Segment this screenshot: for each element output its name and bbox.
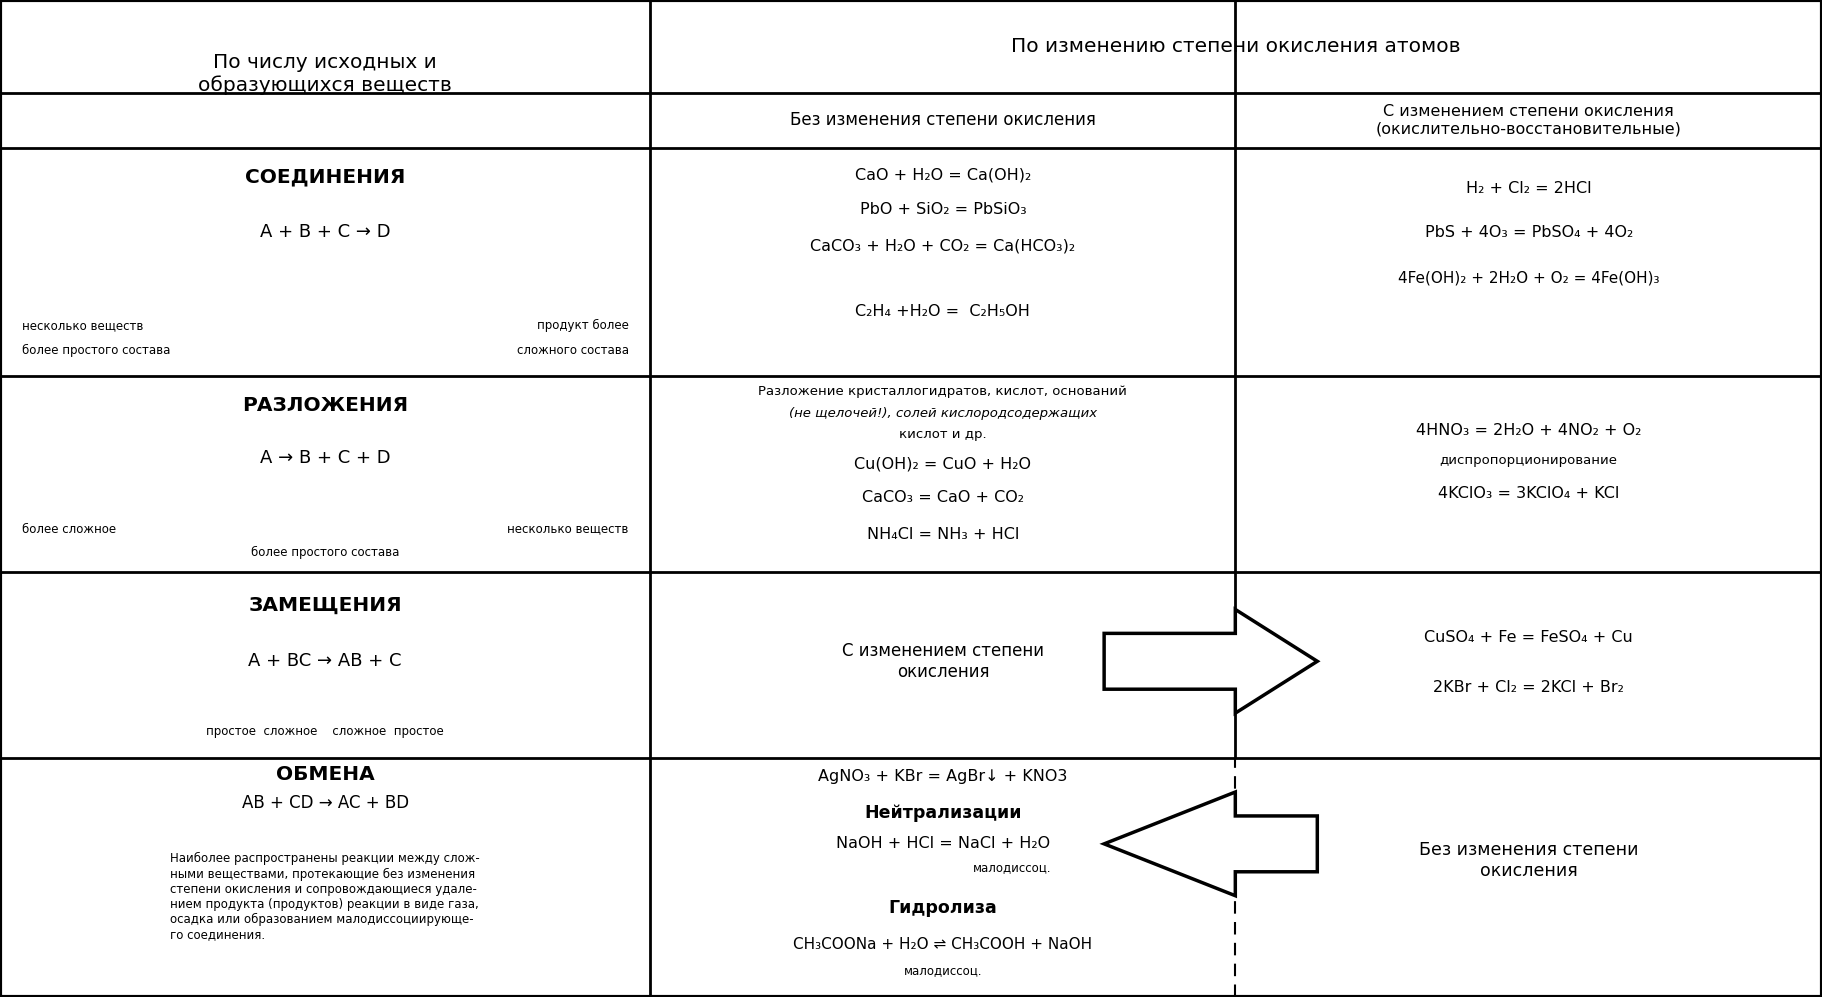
Text: NH₄Cl = NH₃ + HCl: NH₄Cl = NH₃ + HCl	[867, 527, 1018, 542]
Text: По числу исходных и
образующихся веществ: По числу исходных и образующихся веществ	[199, 53, 452, 95]
Text: диспропорционирование: диспропорционирование	[1439, 454, 1618, 467]
Polygon shape	[1104, 609, 1317, 713]
Polygon shape	[1104, 792, 1317, 895]
Text: H₂ + Cl₂ = 2HCl: H₂ + Cl₂ = 2HCl	[1467, 181, 1591, 196]
Text: СОЕДИНЕНИЯ: СОЕДИНЕНИЯ	[244, 167, 406, 186]
Text: CaCO₃ = CaO + CO₂: CaCO₃ = CaO + CO₂	[862, 491, 1024, 505]
Text: A → B + C + D: A → B + C + D	[261, 450, 390, 468]
Text: Нейтрализации: Нейтрализации	[864, 804, 1022, 822]
Text: простое  сложное    сложное  простое: простое сложное сложное простое	[206, 725, 445, 738]
Text: NaOH + HCl = NaCl + H₂O: NaOH + HCl = NaCl + H₂O	[836, 836, 1049, 851]
Text: несколько веществ: несколько веществ	[507, 522, 629, 535]
Text: PbS + 4O₃ = PbSO₄ + 4O₂: PbS + 4O₃ = PbSO₄ + 4O₂	[1425, 224, 1633, 239]
Text: С изменением степени
окисления: С изменением степени окисления	[842, 642, 1044, 681]
Text: Наиболее распространены реакции между слож-
ными веществами, протекающие без изм: Наиболее распространены реакции между сл…	[169, 852, 481, 940]
Text: 2KBr + Cl₂ = 2KCl + Br₂: 2KBr + Cl₂ = 2KCl + Br₂	[1434, 680, 1623, 695]
Text: более сложное: более сложное	[22, 522, 117, 535]
Text: 4HNO₃ = 2H₂O + 4NO₂ + O₂: 4HNO₃ = 2H₂O + 4NO₂ + O₂	[1416, 424, 1642, 439]
Text: Разложение кристаллогидратов, кислот, оснований: Разложение кристаллогидратов, кислот, ос…	[758, 385, 1128, 398]
Text: более простого состава: более простого состава	[251, 546, 399, 559]
Text: сложного состава: сложного состава	[517, 344, 629, 357]
Text: PbO + SiO₂ = PbSiO₃: PbO + SiO₂ = PbSiO₃	[860, 201, 1026, 216]
Text: CaO + H₂O = Ca(OH)₂: CaO + H₂O = Ca(OH)₂	[855, 167, 1031, 182]
Text: C₂H₄ +H₂O =  C₂H₅OH: C₂H₄ +H₂O = C₂H₅OH	[856, 304, 1029, 319]
Text: AB + CD → AC + BD: AB + CD → AC + BD	[242, 795, 408, 813]
Text: несколько веществ: несколько веществ	[22, 319, 144, 332]
Text: малодиссоц.: малодиссоц.	[973, 861, 1051, 874]
Text: Без изменения степени
окисления: Без изменения степени окисления	[1419, 841, 1638, 880]
Text: Без изменения степени окисления: Без изменения степени окисления	[791, 111, 1095, 130]
Text: A + BC → AB + C: A + BC → AB + C	[248, 652, 403, 670]
Text: РАЗЛОЖЕНИЯ: РАЗЛОЖЕНИЯ	[242, 396, 408, 415]
Text: 4KClO₃ = 3KClO₄ + KCl: 4KClO₃ = 3KClO₄ + KCl	[1438, 487, 1620, 501]
Text: CuSO₄ + Fe = FeSO₄ + Cu: CuSO₄ + Fe = FeSO₄ + Cu	[1425, 630, 1633, 645]
Text: более простого состава: более простого состава	[22, 344, 169, 357]
Text: По изменению степени окисления атомов: По изменению степени окисления атомов	[1011, 37, 1461, 56]
Text: ОБМЕНА: ОБМЕНА	[275, 765, 375, 784]
Text: CaCO₃ + H₂O + CO₂ = Ca(HCO₃)₂: CaCO₃ + H₂O + CO₂ = Ca(HCO₃)₂	[811, 238, 1075, 253]
Text: кислот и др.: кислот и др.	[898, 429, 988, 442]
Text: Гидролиза: Гидролиза	[889, 899, 997, 917]
Text: AgNO₃ + KBr = AgBr↓ + KNO3: AgNO₃ + KBr = AgBr↓ + KNO3	[818, 770, 1068, 785]
Text: (не щелочей!), солей кислородсодержащих: (не щелочей!), солей кислородсодержащих	[789, 407, 1097, 420]
Text: CH₃COONa + H₂O ⇌ CH₃COOH + NaOH: CH₃COONa + H₂O ⇌ CH₃COOH + NaOH	[793, 937, 1093, 952]
Text: малодиссоц.: малодиссоц.	[904, 964, 982, 977]
Text: A + B + C → D: A + B + C → D	[261, 223, 390, 241]
Text: С изменением степени окисления
(окислительно-восстановительные): С изменением степени окисления (окислите…	[1376, 104, 1682, 137]
Text: продукт более: продукт более	[537, 319, 629, 332]
Text: ЗАМЕЩЕНИЯ: ЗАМЕЩЕНИЯ	[248, 596, 403, 615]
Text: 4Fe(OH)₂ + 2H₂O + O₂ = 4Fe(OH)₃: 4Fe(OH)₂ + 2H₂O + O₂ = 4Fe(OH)₃	[1397, 270, 1660, 285]
Text: Cu(OH)₂ = CuO + H₂O: Cu(OH)₂ = CuO + H₂O	[855, 457, 1031, 472]
